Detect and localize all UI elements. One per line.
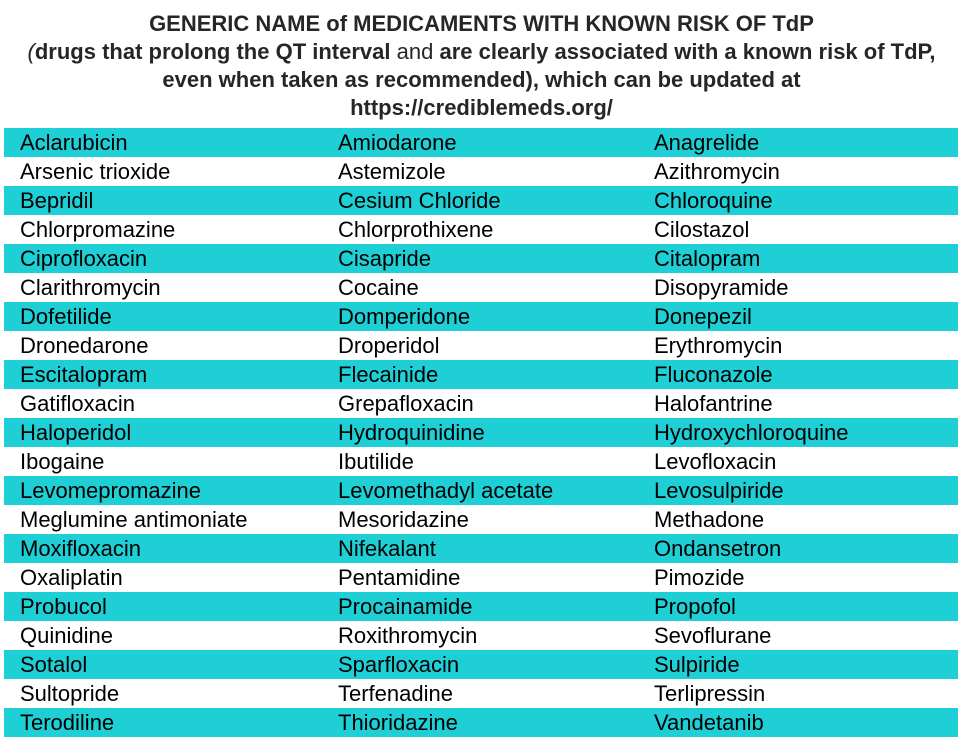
table-row: Escitalopram Flecainide Fluconazole [4,360,958,389]
subtitle-bold-part-1: drugs that prolong the QT interval [34,39,391,64]
drug-name-cell: Donepezil [654,304,752,329]
drug-name-cell: Hydroquinidine [338,420,485,445]
drug-name-cell: Droperidol [338,333,440,358]
subtitle-bold-part-2: are clearly associated with a known risk… [162,39,936,92]
table-row: Bepridil Cesium Chloride Chloroquine [4,186,958,215]
table-row: Gatifloxacin Grepafloxacin Halofantrine [4,389,958,418]
drug-name-cell: Halofantrine [654,391,773,416]
drug-name-cell: Meglumine antimoniate [20,507,248,532]
drug-name-cell: Roxithromycin [338,623,478,648]
drug-name-cell: Sotalol [20,652,88,677]
drug-name-cell: Hydroxychloroquine [654,420,849,445]
drug-name-cell: Oxaliplatin [20,565,123,590]
drug-name-cell: Chlorprothixene [338,217,494,242]
drug-name-cell: Pimozide [654,565,745,590]
drug-name-cell: Ibogaine [20,449,105,474]
drug-name-cell: Methadone [654,507,765,532]
drug-name-cell: Chlorpromazine [20,217,176,242]
drug-name-cell: Ciprofloxacin [20,246,148,271]
drug-name-cell: Disopyramide [654,275,789,300]
drug-name-cell: Ondansetron [654,536,782,561]
subtitle-tail: , which can be updated at [532,67,801,92]
drug-name-cell: Levofloxacin [654,449,777,474]
table-row: Levomepromazine Levomethadyl acetate Levos… [4,476,958,505]
table-row: Meglumine antimoniate Mesoridazine Methado… [4,505,958,534]
table-row: Ciprofloxacin Cisapride Citalopram [4,244,958,273]
document-subtitle: (drugs that prolong the QT interval and … [0,38,963,94]
table-row: Probucol Procainamide Propofol [4,592,958,621]
table-row: Chlorpromazine Chlorprothixene Cilostazol [4,215,958,244]
drug-name-cell: Mesoridazine [338,507,469,532]
drug-name-cell: Moxifloxacin [20,536,142,561]
drug-name-cell: Propofol [654,594,736,619]
drug-name-cell: Bepridil [20,188,94,213]
drug-name-cell: Terodiline [20,710,115,735]
drug-name-cell: Probucol [20,594,107,619]
table-row: Clarithromycin Cocaine Disopyramide [4,273,958,302]
subtitle-and: and [390,39,440,64]
drug-name-cell: Escitalopram [20,362,148,387]
drug-name-cell: Cesium Chloride [338,188,501,213]
source-url: https://crediblemeds.org/ [350,95,613,120]
drug-name-cell: Pentamidine [338,565,461,590]
drug-name-cell: Citalopram [654,246,761,271]
drug-name-cell: Azithromycin [654,159,780,184]
drug-name-cell: Terlipressin [654,681,766,706]
drug-name-cell: Ibutilide [338,449,414,474]
table-row: Arsenic trioxide Astemizole Azithromycin [4,157,958,186]
table-row: Quinidine Roxithromycin Sevoflurane [4,621,958,650]
drug-name-cell: Sultopride [20,681,120,706]
drug-name-cell: Haloperidol [20,420,132,445]
drug-name-cell: Sulpiride [654,652,740,677]
table-row: Aclarubicin Amiodarone Anagrelide [4,128,958,157]
drug-name-cell: Flecainide [338,362,439,387]
drug-name-cell: Astemizole [338,159,446,184]
drug-name-cell: Gatifloxacin [20,391,135,416]
table-row: Sotalol Sparfloxacin Sulpiride [4,650,958,679]
drug-name-cell: Vandetanib [654,710,764,735]
drug-name-cell: Cisapride [338,246,431,271]
drug-name-cell: Cocaine [338,275,419,300]
subtitle-open-paren: ( [27,39,35,64]
drug-name-cell: Clarithromycin [20,275,161,300]
drug-name-cell: Domperidone [338,304,471,329]
drug-name-cell: Dofetilide [20,304,112,329]
drug-name-cell: Dronedarone [20,333,149,358]
document-title: GENERIC NAME of MEDICAMENTS WITH KNOWN R… [149,11,814,36]
drug-name-cell: Terfenadine [338,681,453,706]
drug-name-cell: Aclarubicin [20,130,128,155]
drug-name-cell: Levomepromazine [20,478,201,503]
drug-name-cell: Levosulpiride [654,478,784,503]
table-row: Moxifloxacin Nifekalant Ondansetron [4,534,958,563]
drug-name-cell: Anagrelide [654,130,760,155]
table-row: Dronedarone Droperidol Erythromycin [4,331,958,360]
drug-name-cell: Fluconazole [654,362,773,387]
table-row: Sultopride Terfenadine Terlipressin [4,679,958,708]
drug-name-cell: Chloroquine [654,188,773,213]
drug-table: Aclarubicin Amiodarone Anagrelide Arsenic t… [4,128,958,737]
drug-name-cell: Grepafloxacin [338,391,474,416]
drug-name-cell: Thioridazine [338,710,458,735]
drug-name-cell: Sevoflurane [654,623,772,648]
drug-name-cell: Levomethadyl acetate [338,478,554,503]
drug-name-cell: Amiodarone [338,130,457,155]
drug-name-cell: Sparfloxacin [338,652,460,677]
table-row: Haloperidol Hydroquinidine Hydroxychloroqu… [4,418,958,447]
drug-name-cell: Arsenic trioxide [20,159,171,184]
drug-name-cell: Cilostazol [654,217,750,242]
table-row: Ibogaine Ibutilide Levofloxacin [4,447,958,476]
table-row: Dofetilide Domperidone Donepezil [4,302,958,331]
drug-name-cell: Erythromycin [654,333,783,358]
drug-name-cell: Nifekalant [338,536,436,561]
document-header: GENERIC NAME of MEDICAMENTS WITH KNOWN R… [0,10,963,122]
table-row: Terodiline Thioridazine Vandetanib [4,708,958,737]
drug-name-cell: Quinidine [20,623,113,648]
table-row: Oxaliplatin Pentamidine Pimozide [4,563,958,592]
drug-name-cell: Procainamide [338,594,473,619]
